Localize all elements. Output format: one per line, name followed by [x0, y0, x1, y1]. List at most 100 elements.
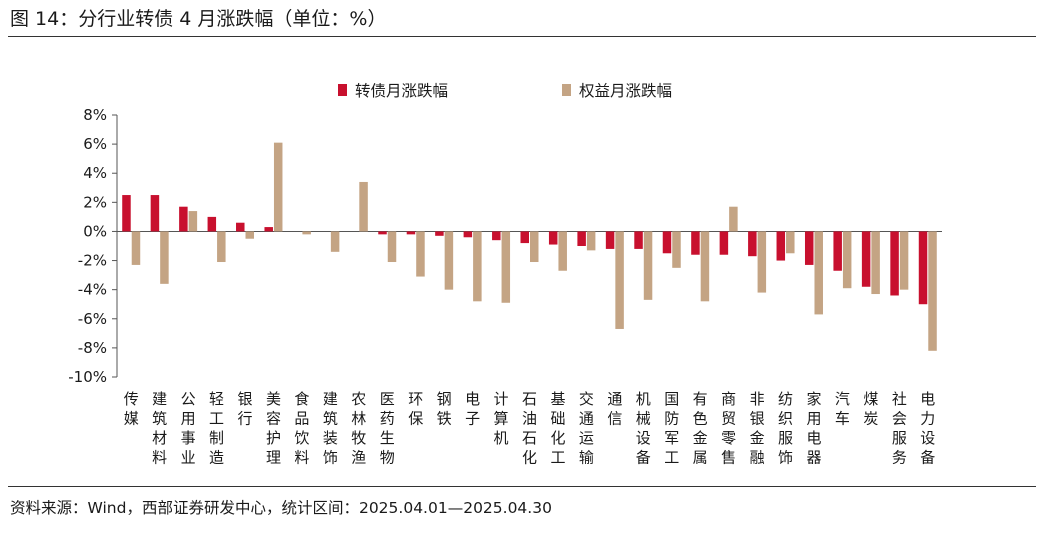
x-tick-label: 渔 — [351, 449, 366, 467]
bar-bond — [406, 231, 416, 235]
bar-equity — [842, 231, 852, 289]
bar-bond — [492, 231, 501, 241]
bar-equity — [188, 211, 198, 232]
x-tick-label: 药 — [380, 410, 395, 428]
x-tick-label: 零 — [721, 429, 736, 447]
x-tick-label: 品 — [294, 410, 309, 428]
bar-equity — [814, 231, 823, 315]
y-tick-label: 6% — [83, 135, 107, 153]
x-tick-label: 造 — [209, 449, 224, 467]
bar-bond — [548, 231, 558, 245]
x-tick-label: 纺 — [778, 390, 793, 408]
x-tick-label: 织 — [778, 410, 793, 428]
x-tick-label: 服 — [778, 429, 793, 447]
x-tick-label: 筑 — [323, 410, 338, 428]
bar-bond — [634, 231, 643, 249]
bar-bond — [748, 231, 757, 257]
x-tick-label: 用 — [806, 410, 821, 428]
x-tick-label: 生 — [380, 429, 395, 447]
top-rule — [8, 36, 1036, 37]
bar-equity — [899, 231, 909, 290]
x-tick-label: 属 — [693, 449, 708, 467]
bar-equity — [160, 231, 169, 284]
x-tick-label: 工 — [209, 410, 224, 428]
x-tick-label: 金 — [750, 429, 765, 447]
x-tick-label: 机 — [494, 429, 509, 447]
bar-equity — [416, 231, 425, 277]
x-tick-label: 保 — [408, 410, 423, 428]
x-tick-label: 建 — [152, 390, 167, 408]
x-tick-label: 护 — [266, 429, 281, 447]
bar-equity — [217, 231, 226, 263]
chart-title: 图 14：分行业转债 4 月涨跌幅（单位：%） — [10, 8, 387, 30]
x-tick-label: 军 — [664, 429, 679, 447]
bottom-rule — [8, 486, 1036, 487]
x-tick-label: 信 — [607, 410, 622, 428]
bar-bond — [605, 231, 615, 249]
x-tick-label: 容 — [266, 410, 281, 428]
bar-bond — [691, 231, 700, 255]
x-tick-label: 公 — [181, 390, 196, 408]
bar-bond — [150, 195, 160, 232]
bar-bond — [861, 231, 871, 287]
x-tick-label: 环 — [408, 390, 423, 408]
y-tick-label: 2% — [83, 193, 107, 211]
x-tick-label: 子 — [465, 410, 480, 428]
x-tick-label: 通 — [579, 410, 594, 428]
x-tick-label: 炭 — [863, 410, 878, 428]
x-tick-label: 算 — [494, 410, 509, 428]
x-tick-label: 设 — [920, 429, 935, 447]
y-tick-label: 8% — [83, 106, 107, 124]
x-tick-label: 饰 — [323, 449, 338, 467]
x-tick-label: 商 — [721, 390, 736, 408]
bar-equity — [871, 231, 880, 295]
x-tick-label: 医 — [380, 390, 395, 408]
x-tick-label: 美 — [266, 390, 281, 408]
x-tick-label: 行 — [238, 410, 253, 428]
bar-equity — [359, 181, 368, 232]
x-tick-label: 用 — [181, 410, 196, 428]
x-tick-label: 料 — [294, 449, 309, 467]
bar-bond — [435, 231, 444, 236]
bar-equity — [672, 231, 681, 268]
x-tick-label: 食 — [294, 390, 309, 408]
x-tick-label: 汽 — [835, 390, 850, 408]
x-tick-label: 业 — [181, 449, 196, 467]
bar-bond — [179, 206, 188, 232]
bar-equity — [501, 231, 511, 303]
x-tick-label: 铁 — [437, 410, 452, 428]
x-tick-label: 有 — [693, 390, 708, 408]
x-tick-label: 服 — [892, 429, 907, 447]
source-note: 资料来源：Wind，西部证券研发中心，统计区间：2025.04.01—2025.… — [10, 499, 552, 517]
bar-bond — [122, 195, 131, 232]
x-tick-label: 建 — [323, 390, 338, 408]
x-tick-label: 器 — [806, 449, 821, 467]
bar-equity — [558, 231, 567, 271]
bar-equity — [729, 206, 738, 232]
x-tick-label: 交 — [579, 390, 594, 408]
x-tick-label: 备 — [636, 449, 651, 467]
y-tick-label: 4% — [83, 164, 107, 182]
x-tick-label: 工 — [664, 449, 679, 467]
bar-equity — [444, 231, 454, 290]
bar-equity — [245, 231, 255, 239]
x-tick-label: 事 — [181, 429, 196, 447]
y-tick-label: -6% — [78, 310, 107, 328]
x-tick-label: 售 — [721, 449, 736, 467]
x-tick-label: 石 — [522, 429, 537, 447]
x-tick-label: 材 — [152, 429, 167, 447]
x-tick-label: 通 — [607, 390, 622, 408]
x-tick-label: 银 — [238, 390, 253, 408]
x-tick-label: 家 — [806, 390, 821, 408]
bar-bond — [577, 231, 586, 246]
bar-bond — [918, 231, 928, 305]
bar-equity — [473, 231, 482, 302]
x-tick-label: 制 — [209, 429, 224, 447]
bar-equity — [757, 231, 767, 293]
bar-equity — [586, 231, 596, 251]
y-tick-label: 0% — [83, 222, 107, 240]
x-tick-label: 融 — [750, 449, 765, 467]
bar-equity — [786, 231, 795, 254]
x-tick-label: 料 — [152, 449, 167, 467]
